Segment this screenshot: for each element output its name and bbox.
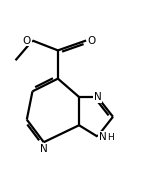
Text: N: N: [99, 132, 107, 142]
Text: O: O: [23, 36, 31, 46]
Text: N: N: [40, 144, 48, 154]
Text: H: H: [107, 133, 114, 142]
Text: O: O: [88, 36, 96, 46]
Text: N: N: [99, 132, 107, 142]
Text: N: N: [94, 92, 101, 102]
